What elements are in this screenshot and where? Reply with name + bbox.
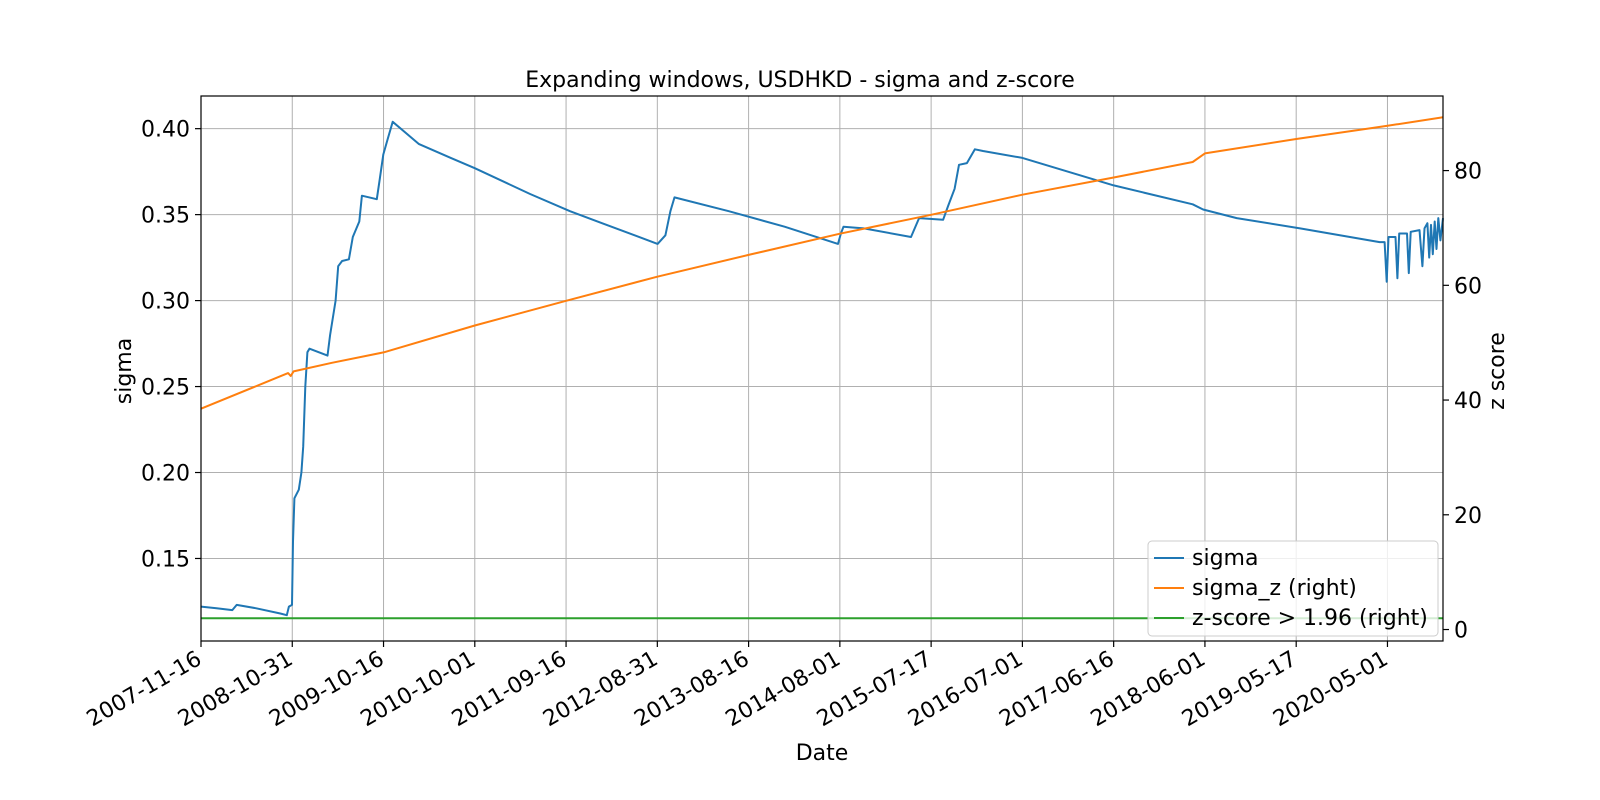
- y-tick-label: 0.15: [141, 547, 190, 572]
- y-right-tick-label: 80: [1454, 160, 1482, 185]
- y-right-tick-label: 0: [1454, 619, 1468, 644]
- y-tick-label: 0.20: [141, 462, 190, 487]
- plot-frame: [200, 95, 1444, 642]
- y-tick-label: 0.35: [141, 204, 190, 229]
- legend-label: z-score > 1.96 (right): [1192, 606, 1428, 631]
- sigma-line: [200, 120, 1444, 617]
- y-right-tick-label: 40: [1454, 389, 1482, 414]
- chart-title: Expanding windows, USDHKD - sigma and z-…: [525, 68, 1074, 93]
- y-axis-right: 0 20 40 60 80: [1443, 160, 1482, 644]
- x-axis: 2007-11-162008-10-312009-10-162010-10-01…: [83, 641, 1392, 732]
- legend: sigma sigma_z (right) z-score > 1.96 (righ…: [1147, 540, 1439, 637]
- legend-label: sigma_z (right): [1192, 576, 1357, 601]
- y-tick-label: 0.25: [141, 376, 190, 401]
- y-right-tick-label: 60: [1454, 274, 1482, 299]
- y-right-tick-label: 20: [1454, 504, 1482, 529]
- y-axis-left: 0.15 0.20 0.25 0.30 0.35 0.40: [141, 118, 201, 572]
- y-tick-label: 0.40: [141, 118, 190, 143]
- legend-label: sigma: [1192, 546, 1258, 571]
- x-axis-label: Date: [796, 741, 849, 766]
- y-axis-label: sigma: [112, 338, 137, 404]
- sigma-z-line: [200, 116, 1444, 410]
- y-axis-right-label: z score: [1485, 332, 1510, 410]
- y-tick-label: 0.30: [141, 290, 190, 315]
- legend-box: [1147, 540, 1439, 637]
